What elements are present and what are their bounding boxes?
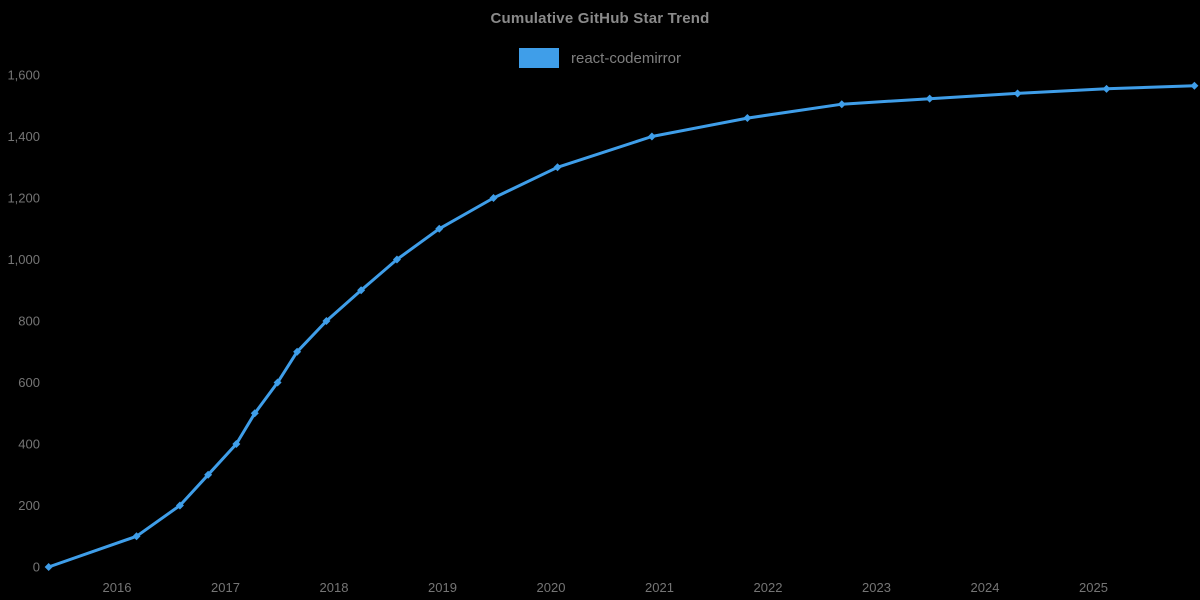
data-point-marker — [204, 470, 213, 479]
data-point-marker — [293, 347, 302, 356]
data-point-marker — [1013, 89, 1022, 98]
x-axis-tick-label: 2018 — [320, 580, 349, 595]
x-axis-tick-label: 2019 — [428, 580, 457, 595]
y-axis-tick-label: 800 — [18, 314, 40, 329]
data-point-marker — [1190, 81, 1199, 90]
data-point-marker — [357, 286, 366, 295]
y-axis-tick-label: 1,200 — [7, 191, 40, 206]
y-axis-tick-label: 1,000 — [7, 252, 40, 267]
data-point-marker — [743, 114, 752, 123]
series-line — [47, 84, 1196, 569]
x-axis-tick-label: 2025 — [1079, 580, 1108, 595]
x-axis-tick-label: 2022 — [754, 580, 783, 595]
x-axis-tick-label: 2016 — [103, 580, 132, 595]
legend-swatch — [518, 48, 559, 68]
data-point-marker — [273, 378, 282, 387]
data-point-marker — [925, 94, 934, 103]
data-point-marker — [322, 317, 331, 325]
x-axis-tick-label: 2024 — [971, 580, 1000, 595]
data-point-marker — [392, 255, 401, 264]
legend: react-codemirror — [0, 47, 1200, 69]
data-point-marker — [250, 409, 259, 418]
y-axis-tick-label: 600 — [18, 375, 40, 390]
data-point-marker — [175, 501, 184, 510]
data-point-marker — [232, 440, 241, 448]
y-axis-tick-label: 1,600 — [7, 68, 40, 83]
x-axis-tick-label: 2021 — [645, 580, 674, 595]
x-axis-tick-label: 2017 — [211, 580, 240, 595]
y-axis-tick-label: 400 — [18, 437, 40, 452]
data-point-marker — [489, 194, 498, 202]
y-axis-tick-label: 200 — [18, 498, 40, 513]
data-point-marker — [647, 132, 656, 141]
data-point-marker — [132, 532, 141, 541]
y-axis-tick-label: 0 — [33, 560, 40, 575]
data-point-marker — [44, 563, 53, 571]
x-axis-tick-label: 2020 — [537, 580, 566, 595]
legend-label: react-codemirror — [570, 49, 682, 67]
y-axis-tick-label: 1,400 — [7, 129, 40, 144]
data-point-marker — [1102, 84, 1111, 93]
data-point-marker — [553, 163, 562, 172]
x-axis-tick-label: 2023 — [862, 580, 891, 595]
data-point-marker — [837, 100, 846, 109]
data-point-marker — [435, 224, 444, 233]
chart-title: Cumulative GitHub Star Trend — [490, 10, 710, 27]
